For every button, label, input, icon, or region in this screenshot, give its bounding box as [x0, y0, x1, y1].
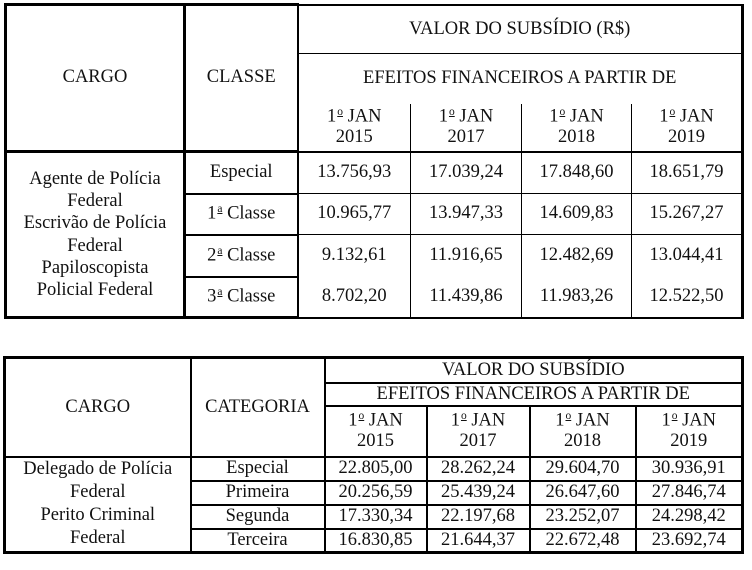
value-cell: 9.132,61: [297, 234, 411, 277]
value-cell: 13.947,33: [410, 193, 522, 235]
classe-cell: 3a Classe: [184, 276, 299, 319]
value-cell: 13.044,41: [631, 234, 744, 277]
header-categoria: CATEGORIA: [189, 356, 326, 458]
classe-cell: 2a Classe: [184, 234, 299, 278]
value-cell: 25.439,24: [425, 479, 531, 506]
value-cell: 30.936,91: [634, 455, 744, 482]
categoria-cell: Especial: [189, 455, 326, 482]
header-date-2015: 1o JAN 2015: [297, 103, 411, 153]
value-cell: 11.983,26: [521, 276, 632, 319]
header-cargo: CARGO: [4, 3, 185, 153]
value-cell: 22.805,00: [323, 455, 428, 482]
value-cell: 29.604,70: [528, 455, 637, 482]
classe-cell: 1a Classe: [184, 193, 299, 236]
value-cell: 28.262,24: [425, 455, 531, 482]
header-date-2019: 1o JAN 2019: [634, 404, 744, 458]
value-cell: 22.672,48: [528, 527, 637, 554]
header-efeitos-financeiros: EFEITOS FINANCEIROS A PARTIR DE: [323, 381, 744, 407]
value-cell: 15.267,27: [631, 193, 744, 235]
header-efeitos-financeiros: EFEITOS FINANCEIROS A PARTIR DE: [297, 53, 744, 104]
header-date-2017: 1o JAN 2017: [425, 404, 531, 458]
value-cell: 14.609,83: [521, 193, 632, 235]
value-cell: 12.522,50: [631, 276, 744, 319]
header-date-2017: 1o JAN 2017: [410, 103, 522, 153]
value-cell: 16.830,85: [323, 527, 428, 554]
header-valor-subsidio: VALOR DO SUBSÍDIO (R$): [297, 3, 744, 54]
header-classe: CLASSE: [183, 3, 299, 153]
header-date-2018: 1o JAN 2018: [528, 404, 637, 458]
categoria-cell: Terceira: [189, 527, 326, 554]
value-cell: 17.330,34: [323, 503, 428, 530]
value-cell: 20.256,59: [323, 479, 428, 506]
header-valor-subsidio: VALOR DO SUBSÍDIO: [323, 356, 744, 384]
value-cell: 27.846,74: [634, 479, 744, 506]
cargo-cell: Delegado de Polícia Federal Perito Crimina…: [3, 455, 192, 554]
header-date-2015: 1o JAN 2015: [323, 404, 428, 458]
classe-cell: Especial: [184, 151, 299, 195]
categoria-cell: Primeira: [189, 479, 326, 506]
value-cell: 23.252,07: [528, 503, 637, 530]
value-cell: 8.702,20: [297, 276, 411, 319]
value-cell: 26.647,60: [528, 479, 637, 506]
header-date-2018: 1o JAN 2018: [521, 103, 632, 153]
value-cell: 21.644,37: [425, 527, 531, 554]
value-cell: 22.197,68: [425, 503, 531, 530]
subsidy-table-delegates: CARGO CATEGORIA VALOR DO SUBSÍDIO EFEITO…: [3, 356, 744, 554]
value-cell: 13.756,93: [297, 151, 411, 194]
value-cell: 23.692,74: [634, 527, 744, 554]
value-cell: 12.482,69: [521, 234, 632, 277]
value-cell: 17.848,60: [521, 151, 632, 194]
value-cell: 11.916,65: [410, 234, 522, 277]
value-cell: 17.039,24: [410, 151, 522, 194]
subsidy-table-agents: CARGO CLASSE VALOR DO SUBSÍDIO (R$) EFEI…: [4, 3, 744, 319]
value-cell: 11.439,86: [410, 276, 522, 319]
header-cargo: CARGO: [3, 356, 192, 458]
value-cell: 10.965,77: [297, 193, 411, 235]
value-cell: 18.651,79: [631, 151, 744, 194]
value-cell: 24.298,42: [634, 503, 744, 530]
categoria-cell: Segunda: [189, 503, 326, 530]
cargo-cell: Agente de Polícia Federal Escrivão de Polí…: [4, 151, 186, 319]
header-date-2019: 1o JAN 2019: [631, 103, 744, 153]
